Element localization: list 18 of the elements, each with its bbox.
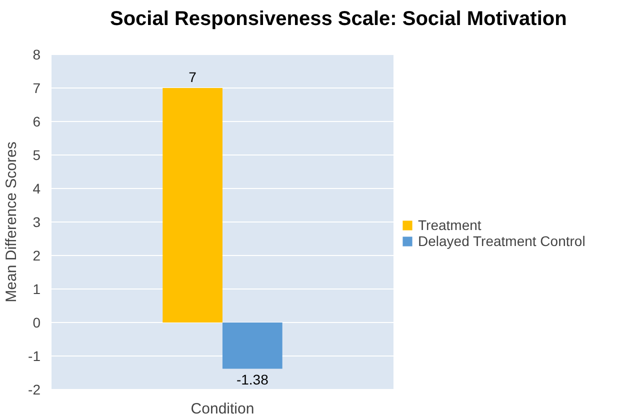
y-tick-label: -1 — [28, 348, 41, 364]
y-tick-label: 4 — [32, 180, 41, 196]
x-tick-label: Condition — [190, 400, 254, 415]
chart-title: Social Responsiveness Scale: Social Motivation — [110, 7, 567, 32]
y-tick-label: 1 — [32, 281, 41, 297]
legend-label: Treatment — [418, 217, 482, 233]
y-tick-label: 8 — [32, 46, 41, 62]
y-tick-label: 5 — [32, 147, 41, 163]
legend-label: Delayed Treatment Control — [418, 233, 586, 249]
y-tick-label: -2 — [28, 382, 41, 398]
y-axis-title: Mean Difference Scores — [3, 142, 20, 302]
y-tick-label: 2 — [32, 248, 41, 264]
y-tick-label: 3 — [32, 214, 41, 230]
data-label: 7 — [188, 69, 197, 85]
data-label: -1.38 — [236, 372, 269, 388]
y-tick-label: 0 — [32, 314, 41, 330]
y-tick-label: 6 — [32, 114, 41, 130]
y-tick-label: 7 — [32, 80, 41, 96]
